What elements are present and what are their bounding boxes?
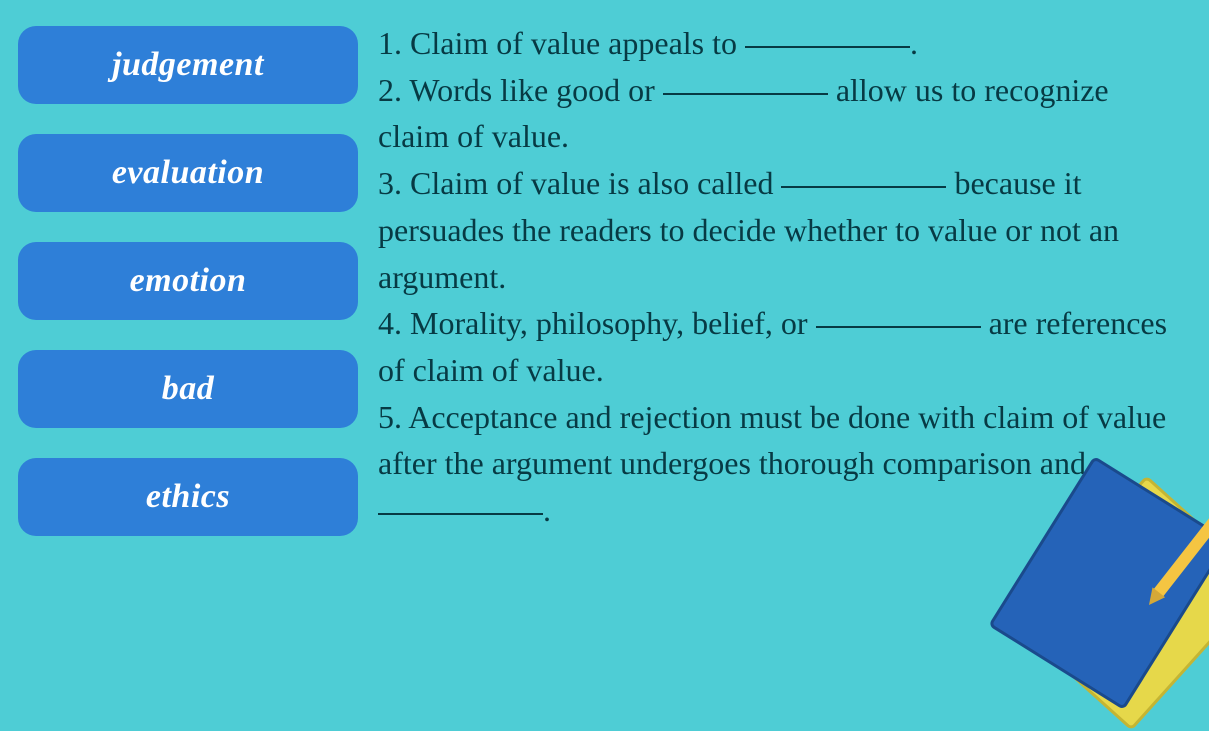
word-option-judgement[interactable]: judgement [18, 26, 358, 104]
question-suffix: . [543, 492, 551, 528]
question-5: 5. Acceptance and rejection must be done… [378, 394, 1179, 534]
question-2: 2. Words like good or allow us to recogn… [378, 67, 1179, 160]
question-number: 4 [378, 305, 394, 341]
word-bank: judgement evaluation emotion bad ethics [18, 18, 358, 615]
question-number: 5 [378, 399, 394, 435]
question-prefix: Claim of value appeals to [410, 25, 745, 61]
blank-3[interactable] [781, 186, 946, 188]
question-prefix: Morality, philosophy, belief, or [410, 305, 816, 341]
blank-1[interactable] [745, 46, 910, 48]
blank-2[interactable] [663, 93, 828, 95]
question-suffix: . [910, 25, 918, 61]
question-prefix: Words like good or [409, 72, 662, 108]
question-prefix: Acceptance and rejection must be done wi… [378, 399, 1166, 482]
question-prefix: Claim of value is also called [410, 165, 781, 201]
blank-4[interactable] [816, 326, 981, 328]
word-option-ethics[interactable]: ethics [18, 458, 358, 536]
question-1: 1. Claim of value appeals to . [378, 20, 1179, 67]
blank-5[interactable] [378, 513, 543, 515]
main-container: judgement evaluation emotion bad ethics … [0, 0, 1209, 633]
word-option-emotion[interactable]: emotion [18, 242, 358, 320]
question-3: 3. Claim of value is also called because… [378, 160, 1179, 300]
question-4: 4. Morality, philosophy, belief, or are … [378, 300, 1179, 393]
word-option-evaluation[interactable]: evaluation [18, 134, 358, 212]
question-number: 3 [378, 165, 394, 201]
question-number: 1 [378, 25, 394, 61]
questions-panel: 1. Claim of value appeals to . 2. Words … [378, 18, 1199, 615]
question-number: 2 [378, 72, 394, 108]
word-option-bad[interactable]: bad [18, 350, 358, 428]
